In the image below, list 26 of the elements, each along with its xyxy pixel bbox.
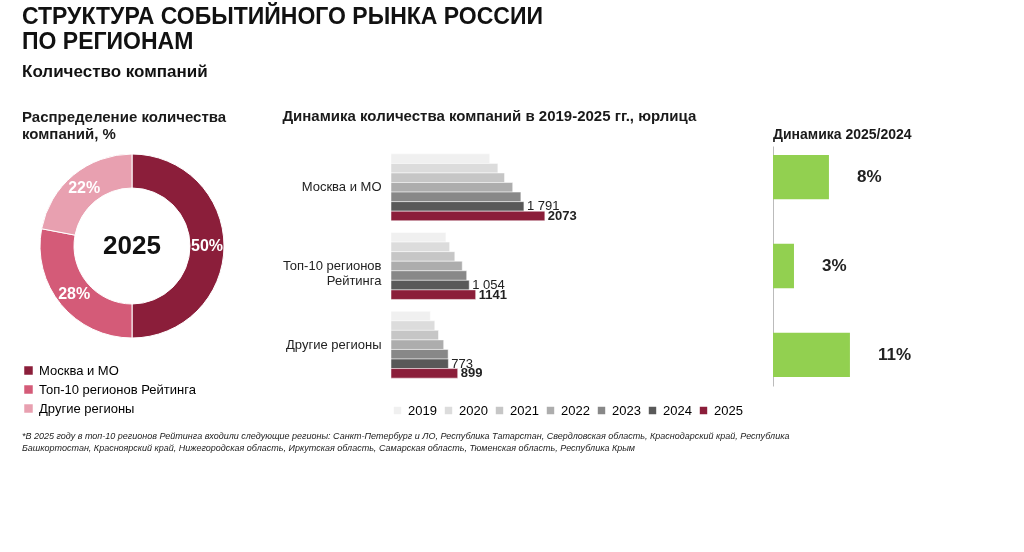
text: Количество компаний	[22, 61, 208, 81]
legend-label: Топ-10 регионов Рейтинга	[39, 381, 197, 397]
chart-title: Динамика количества компаний в 2019-2025 гг., юрлица	[282, 107, 697, 124]
data-label: 22%	[68, 179, 101, 197]
data-label: 28%	[58, 284, 91, 302]
legend-label: 2023	[612, 402, 641, 418]
legend-label: 2020	[459, 402, 488, 418]
data-label: 8%	[856, 167, 882, 187]
chart-title: Распределение количества компаний, %	[22, 108, 227, 142]
legend-label: Москва и МО	[39, 362, 119, 378]
data-label: 3%	[821, 256, 847, 275]
legend-label: 2021	[510, 402, 539, 418]
legend-label: 2019	[408, 402, 437, 418]
chart-title: Динамика 2025/2024	[773, 126, 912, 142]
data-label: 50%	[190, 237, 224, 254]
text: 2025	[103, 230, 161, 260]
legend-label: Другие регионы	[39, 400, 135, 416]
legend-label: 2022	[561, 402, 590, 418]
legend-label: 2024	[663, 402, 692, 418]
y-tick-label: Топ-10 регионов Рейтинга	[282, 258, 383, 288]
text: *В 2025 году в топ-10 регионов Рейтинга входили следующие регионы: Санкт-Петербург и ЛО, Республика Татарстан, Свердловская область, Краснодарский край, Республика Башкортостан, Красноярский край, Нижегородская область, Иркутская область, Самарская область, Тюменская область, Республика Крым	[22, 431, 790, 453]
data-label: 11%	[877, 344, 912, 364]
y-tick-label: Другие регионы	[286, 336, 382, 352]
legend-label: 2025	[714, 402, 743, 418]
y-tick-label: Москва и МО	[301, 179, 382, 195]
text: СТРУКТУРА СОБЫТИЙНОГО РЫНКА РОССИИ ПО РЕГИОНАМ	[22, 1, 544, 54]
